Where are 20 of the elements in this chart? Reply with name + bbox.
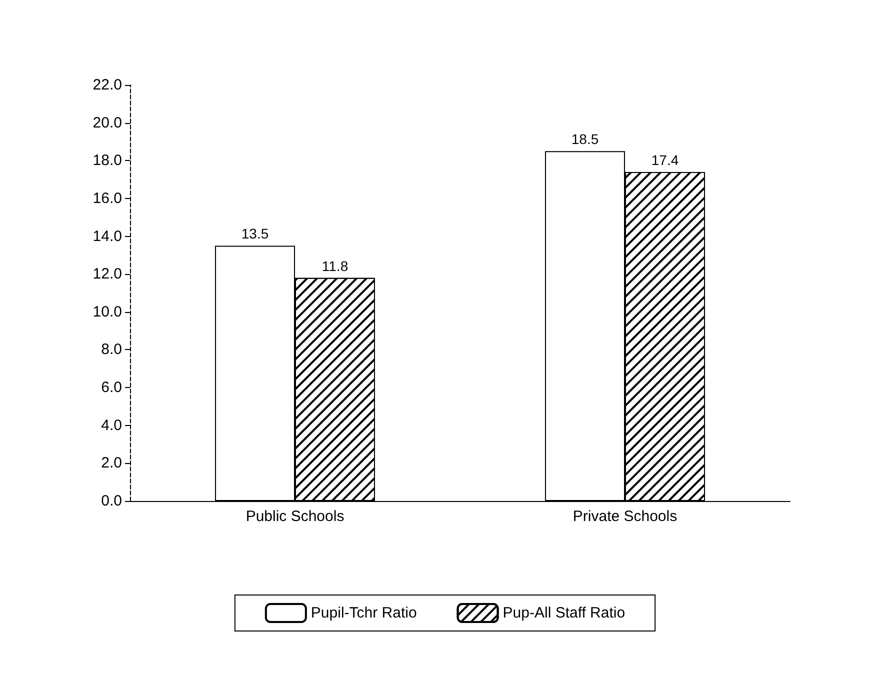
legend-label: Pupil-Tchr Ratio <box>310 604 417 622</box>
x-tick-label: Public Schools <box>246 508 344 525</box>
y-tick-label: 0.0 <box>101 492 122 510</box>
y-tick-label: 6.0 <box>101 379 122 396</box>
y-tick-label: 8.0 <box>101 341 122 358</box>
y-tick-label: 20.0 <box>92 114 122 132</box>
y-tick-label: 18.0 <box>92 152 122 170</box>
y-tick-label: 22.0 <box>92 76 122 94</box>
x-tick-label: Private Schools <box>572 508 678 525</box>
data-label: 17.4 <box>651 152 679 168</box>
data-label: 13.5 <box>241 226 269 242</box>
y-tick-label: 12.0 <box>92 266 122 283</box>
data-label: 11.8 <box>322 258 348 274</box>
y-tick-label: 16.0 <box>92 190 122 207</box>
data-label: 18.5 <box>571 131 599 148</box>
y-tick-label: 4.0 <box>101 416 122 434</box>
y-tick-label: 10.0 <box>92 303 122 320</box>
y-tick-label: 14.0 <box>92 228 122 245</box>
legend-label: Pup-All Staff Ratio <box>502 604 626 622</box>
y-tick-label: 2.0 <box>101 454 122 472</box>
